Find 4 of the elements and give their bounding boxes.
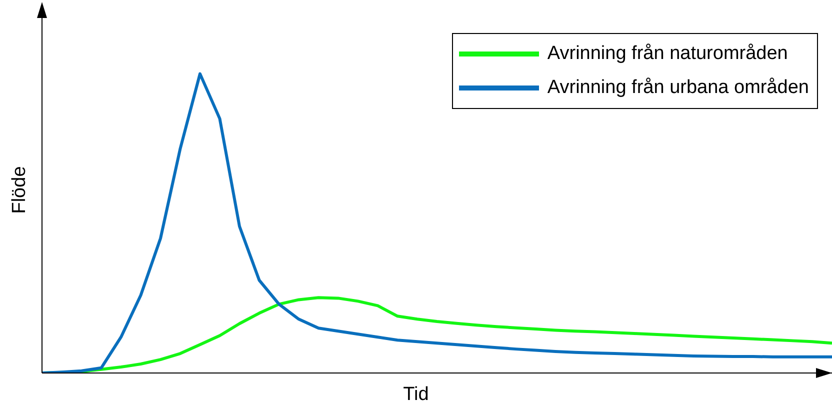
legend-label: Avrinning från naturområden xyxy=(547,43,788,65)
x-axis-title: Tid xyxy=(402,384,430,406)
y-axis-title: Flöde xyxy=(9,166,31,214)
legend-label: Avrinning från urbana områden xyxy=(547,77,809,99)
